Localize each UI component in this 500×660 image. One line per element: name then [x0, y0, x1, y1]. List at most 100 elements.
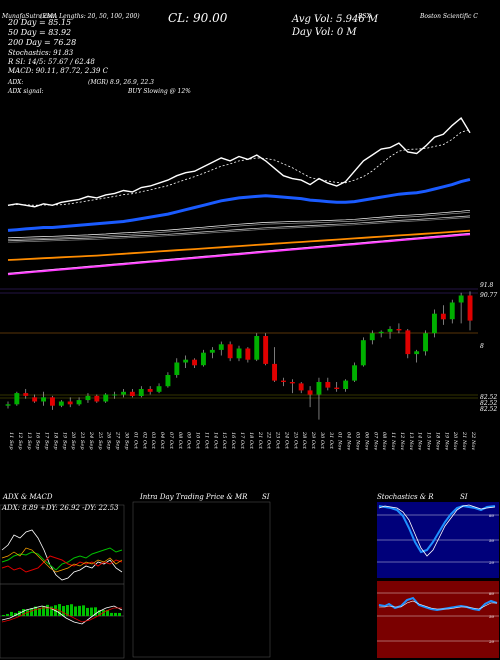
- mrb-values: (MGR) 8.9, 26.9, 22.3: [88, 79, 154, 86]
- macd-hist-bar: [10, 611, 13, 616]
- macd-hist-bar: [42, 606, 45, 616]
- candle-body: [32, 397, 38, 402]
- date-label: 04 Oct: [159, 432, 165, 450]
- candle-body: [67, 401, 73, 405]
- adx-label: ADX:: [7, 79, 23, 86]
- date-label: 16 Sep: [35, 432, 41, 450]
- date-label: 02 Oct: [141, 432, 147, 450]
- date-label: 17 Oct: [239, 432, 245, 450]
- macd-hist-bar: [46, 604, 49, 616]
- date-label: 25 Sep: [97, 431, 103, 450]
- ticker-label: BSX: [357, 13, 372, 20]
- candle-body: [449, 302, 455, 320]
- macd-signal-line: [1, 607, 122, 623]
- stoch-label: Stochastics: 91.83: [8, 49, 74, 57]
- date-label: 30 Sep: [124, 432, 130, 450]
- candle-body: [387, 329, 393, 332]
- candle-body: [378, 331, 384, 334]
- rsi-level-50: 50: [489, 614, 495, 619]
- candlesticks: [5, 291, 473, 420]
- candle-body: [23, 393, 29, 396]
- macd-hist-bar: [38, 607, 41, 616]
- rsi-bg: [377, 581, 499, 658]
- date-label: 18 Nov: [434, 432, 440, 450]
- candle-body: [165, 375, 171, 387]
- date-label: 11 Sep: [8, 432, 14, 450]
- candle-body: [121, 391, 126, 395]
- macd-line: [1, 605, 123, 625]
- stochastics-rsi-panel: Stochastics & R SI 80 50 20 80 50 20: [375, 490, 500, 660]
- date-label: 18 Sep: [52, 432, 58, 450]
- rsi-line: [378, 596, 498, 612]
- close-price: CL: 90.00: [168, 11, 228, 25]
- candle-body: [423, 333, 428, 352]
- date-label: 20 Sep: [70, 431, 76, 450]
- candle-body: [396, 329, 402, 331]
- date-label: 21 Nov: [461, 431, 467, 450]
- date-label: 01 Nov: [337, 432, 343, 450]
- date-label: 27 Sep: [115, 431, 121, 450]
- macd-hist-bar: [70, 604, 73, 616]
- macd-hist-bar: [14, 612, 17, 616]
- stoch-level-50: 50: [489, 538, 495, 543]
- date-label: 26 Sep: [106, 431, 112, 450]
- date-label: 31 Oct: [328, 432, 334, 450]
- candle-body: [218, 344, 224, 350]
- candle-body: [458, 295, 464, 303]
- ema50-line: [7, 209, 471, 239]
- date-label: 30 Oct: [319, 432, 325, 450]
- candle-body: [316, 382, 322, 395]
- macd-hist-bar: [110, 612, 113, 616]
- day-volume: Day Vol: 0 M: [291, 27, 357, 38]
- price-axis-labels: 91.8 90.77 8 82.52 82.52 82.52: [480, 282, 497, 413]
- stoch-level-20: 20: [488, 560, 495, 565]
- date-label: 19 Nov: [443, 432, 449, 450]
- horizontal-levels: [0, 288, 478, 399]
- macd-hist-bar: [90, 607, 93, 616]
- adx-panel-values: ADX: 8.89 +DY: 26.92 -DY: 22.53: [1, 504, 119, 512]
- intraday-title: Intra Day Trading Price & MR: [139, 493, 248, 501]
- candle-body: [112, 394, 118, 396]
- rsi-level-20: 20: [488, 639, 495, 644]
- date-label: 21 Oct: [257, 431, 263, 450]
- plus-di-line: [1, 547, 123, 571]
- candle-body: [174, 362, 180, 375]
- date-label: 14 Oct: [212, 432, 218, 450]
- date-label: 18 Oct: [248, 432, 254, 450]
- price-label-2: 8: [480, 343, 484, 350]
- minus-di-line: [1, 555, 123, 573]
- ema100-band-line: [7, 217, 471, 243]
- date-label: 11 Oct: [203, 432, 209, 450]
- date-label: 22 Oct: [266, 431, 272, 450]
- macd-hist-bar: [34, 606, 37, 616]
- macd-hist-bar: [30, 608, 33, 616]
- macd-hist-bar: [66, 605, 69, 616]
- date-label: 14 Nov: [417, 432, 423, 450]
- candle-body: [129, 391, 135, 396]
- candle-body: [272, 363, 277, 381]
- macd-hist-bar: [106, 609, 109, 616]
- candle-body: [5, 404, 11, 406]
- date-label: 06 Nov: [363, 432, 369, 450]
- ma200-label: 200 Day = 76.28: [7, 38, 76, 47]
- candle-body: [307, 390, 313, 395]
- long-term-magenta-line: [7, 233, 471, 276]
- candle-body: [209, 349, 215, 353]
- ema-lengths: (EMA Lengths: 20, 50, 100, 200): [40, 13, 140, 20]
- date-label: 15 Nov: [426, 432, 432, 450]
- candle-body: [467, 295, 473, 321]
- candle-body: [41, 397, 46, 402]
- long-term-magenta-highlight: [7, 232, 471, 274]
- ema200-line: [7, 229, 471, 261]
- stoch-right: SI: [460, 493, 468, 501]
- header-texts: MunafaSutra.com (EMA Lengths: 20, 50, 10…: [1, 11, 478, 95]
- macd-hist-bar: [82, 605, 85, 616]
- price-label-1: 90.77: [480, 292, 497, 299]
- date-label: 19 Sep: [61, 432, 67, 450]
- candle-body: [334, 387, 340, 389]
- candle-body: [50, 397, 55, 406]
- date-label: 25 Oct: [292, 431, 298, 450]
- date-label: 07 Nov: [372, 432, 378, 450]
- date-label: 13 Nov: [408, 432, 414, 450]
- stoch-title: Stochastics & R: [377, 493, 434, 501]
